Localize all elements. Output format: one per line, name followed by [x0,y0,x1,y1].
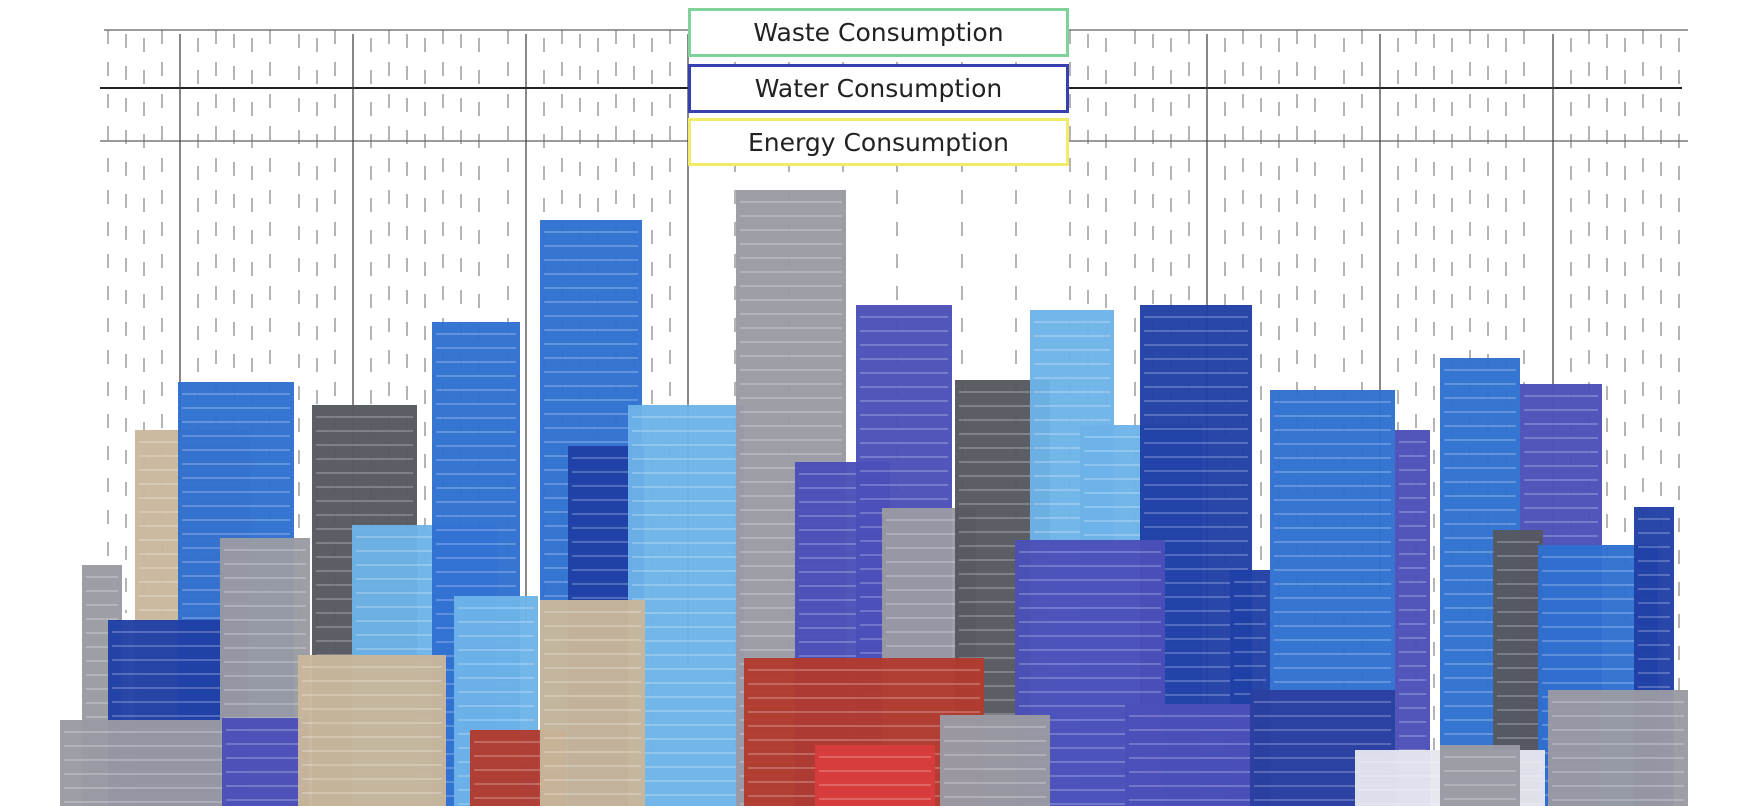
building [540,600,645,806]
building [1395,430,1430,806]
skyline-layer [60,190,1688,806]
waste-consumption-text: Waste Consumption [753,18,1004,47]
building [628,405,744,806]
water-consumption-text: Water Consumption [754,74,1003,103]
building [222,718,308,806]
building [940,715,1050,806]
water-consumption-label: Water Consumption [688,64,1069,113]
building [1440,745,1520,806]
building [60,720,230,806]
energy-consumption-label: Energy Consumption [688,118,1069,166]
energy-consumption-text: Energy Consumption [747,127,1010,157]
waste-consumption-label: Waste Consumption [688,8,1069,57]
building [1125,704,1255,806]
building [815,745,935,806]
building [298,655,446,806]
building [1548,690,1688,806]
